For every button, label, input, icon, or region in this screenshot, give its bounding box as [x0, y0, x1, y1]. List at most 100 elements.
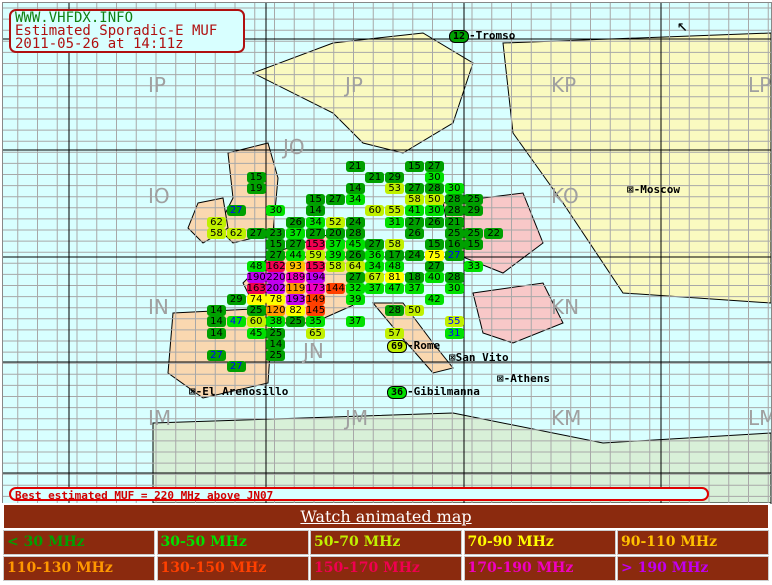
legend-item: 50-70 MHz [310, 530, 462, 555]
muf-cell: 27 [306, 227, 325, 239]
muf-cell: 25 [266, 349, 286, 361]
muf-cell: 30 [424, 172, 444, 184]
muf-cell: 58 [385, 238, 405, 250]
muf-cell: 15 [405, 161, 424, 172]
muf-cell: 15 [266, 238, 286, 250]
muf-cell: 173 [306, 283, 326, 295]
muf-cell: 28 [424, 183, 444, 195]
muf-cell: 14 [207, 327, 226, 339]
muf-cell: 27 [246, 227, 266, 239]
city-gibilmanna: 36 -Gibilmanna [387, 385, 480, 399]
muf-cell: 38 [266, 316, 286, 328]
land-russia [502, 32, 771, 304]
muf-cell: 119 [286, 283, 306, 295]
city-name: Rome [413, 339, 441, 352]
muf-cell: 27 [207, 349, 226, 361]
muf-cell: 28 [345, 227, 365, 239]
muf-cell: 62 [207, 216, 226, 228]
muf-cell: 37 [365, 283, 385, 295]
muf-cell: 30 [444, 183, 464, 195]
legend-item: 30-50 MHz [156, 530, 309, 555]
legend-item: > 190 MHz [617, 556, 769, 581]
city-name: Moscow [640, 183, 680, 196]
muf-cell: 153 [306, 260, 326, 272]
muf-cell: 14 [266, 338, 286, 350]
muf-cell: 27 [424, 161, 444, 172]
muf-cell: 48 [385, 260, 405, 272]
locator-square-label: IP [148, 73, 166, 97]
muf-cell: 34 [306, 216, 325, 228]
legend-item: 170-190 MHz [463, 556, 616, 581]
muf-cell: 14 [306, 205, 325, 217]
muf-cell: 189 [286, 272, 306, 283]
watch-animated-map-link[interactable]: Watch animated map [4, 505, 768, 528]
muf-cell: 30 [266, 205, 286, 217]
muf-cell: 37 [325, 238, 345, 250]
locator-square-label: IM [148, 406, 172, 430]
muf-cell: 48 [246, 260, 266, 272]
muf-cell: 14 [345, 183, 365, 195]
muf-cell: 41 [405, 205, 424, 217]
muf-cell: 25 [464, 227, 484, 239]
muf-cell: 14 [207, 316, 226, 328]
locator-square-label: KO [551, 184, 579, 208]
muf-cell: 47 [226, 316, 246, 328]
muf-cell: 59 [306, 249, 325, 261]
locator-square-label: JM [345, 406, 369, 430]
muf-cell: 65 [306, 327, 325, 339]
muf-cell: 25 [286, 316, 306, 328]
land-africa [152, 412, 771, 503]
muf-map: IPJPKPLPIOJOKOINJNKNIMJMKMLM 21152715212… [2, 2, 772, 504]
station-marker-icon: ⊠ [189, 385, 196, 398]
map-header: WWW.VHFDX.INFO Estimated Sporadic-E MUF … [9, 9, 245, 53]
timestamp: 2011-05-26 at 14:11z [15, 36, 184, 52]
muf-cell: 40 [424, 272, 444, 283]
muf-cell: 44 [286, 249, 306, 261]
muf-cell: 145 [306, 305, 326, 317]
muf-cell: 17 [385, 249, 405, 261]
muf-cell: 30 [444, 283, 464, 295]
locator-square-label: KP [551, 73, 577, 97]
muf-cell: 194 [306, 272, 326, 283]
locator-square-label: LP [748, 73, 772, 97]
muf-cell: 34 [345, 194, 365, 206]
station-marker-icon: ⊠ [497, 372, 504, 385]
muf-cell: 57 [385, 327, 405, 339]
muf-cell: 39 [325, 249, 345, 261]
muf-cell: 27 [405, 183, 424, 195]
land-balkans [472, 282, 564, 344]
muf-cell: 190 [246, 272, 266, 283]
city-el-arenosillo: ⊠-El Arenosillo [189, 385, 289, 398]
muf-cell: 15 [464, 238, 484, 250]
muf-cell: 36 [365, 249, 385, 261]
best-muf-status: Best estimated MUF = 220 MHz above JN07 [9, 487, 709, 502]
muf-cell: 53 [385, 183, 405, 195]
muf-cell: 28 [385, 305, 405, 317]
muf-cell: 18 [405, 272, 424, 283]
muf-cell: 28 [444, 272, 464, 283]
muf-cell: 29 [226, 294, 246, 306]
site-name: WWW.VHFDX.INFO [15, 10, 134, 26]
muf-cell: 78 [266, 294, 286, 306]
city-name: Athens [510, 372, 550, 385]
muf-cell: 29 [385, 172, 405, 184]
muf-cell: 202 [266, 283, 286, 295]
muf-cell: 32 [345, 283, 365, 295]
legend-item: 110-130 MHz [3, 556, 155, 581]
legend-item: 150-170 MHz [310, 556, 462, 581]
city-name: San Vito [455, 351, 509, 364]
muf-cell: 27 [345, 272, 365, 283]
muf-cell: 27 [424, 260, 444, 272]
city-value: 12 [449, 29, 469, 43]
station-marker-icon: ⊠ [627, 183, 634, 196]
legend-item: 70-90 MHz [463, 530, 616, 555]
legend-item: 90-110 MHz [617, 530, 769, 555]
muf-cell: 26 [424, 216, 444, 228]
city-rome: 69 -Rome [387, 339, 440, 353]
muf-cell: 193 [286, 294, 306, 306]
muf-cell: 20 [325, 227, 345, 239]
muf-cell: 220 [266, 272, 286, 283]
muf-cell: 120 [266, 305, 286, 317]
muf-cell: 31 [385, 216, 405, 228]
mouse-cursor-icon: ↖ [677, 15, 688, 36]
